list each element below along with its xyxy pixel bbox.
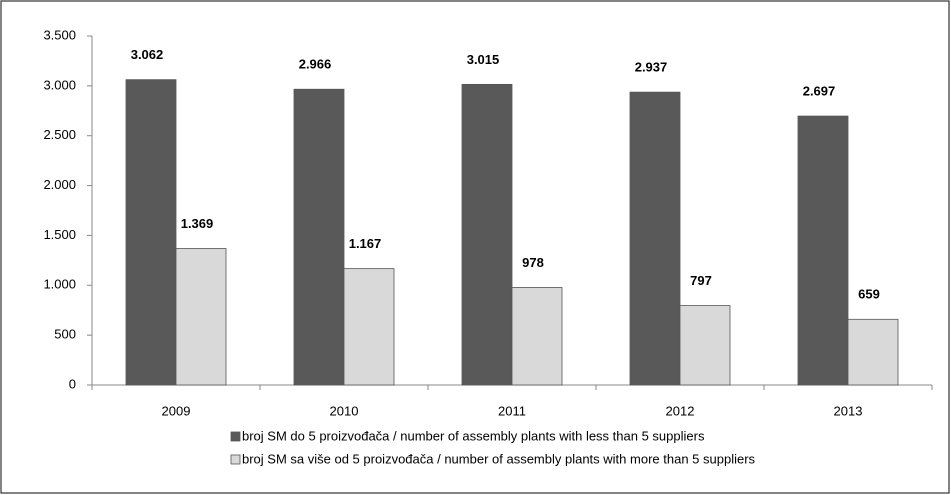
legend-swatch [230,454,241,465]
value-label: 978 [522,255,544,270]
x-tick-label: 2013 [834,403,863,418]
value-label: 2.966 [299,57,332,72]
x-tick-label: 2012 [666,403,695,418]
value-label: 797 [690,273,712,288]
y-tick-label: 0 [69,376,76,391]
y-tick-label: 500 [54,327,76,342]
bar [125,79,177,386]
bar [797,115,849,386]
y-tick-label: 1.000 [43,277,76,292]
legend-label: broj SM do 5 proizvođača / number of ass… [242,428,705,443]
bar [461,83,513,386]
value-label: 1.167 [349,236,382,251]
bar [847,318,899,386]
y-tick-label: 3.500 [43,27,76,42]
legend-label: broj SM sa više od 5 proizvođača / numbe… [242,451,756,466]
x-tick-label: 2011 [498,403,526,418]
y-tick-label: 2.000 [43,177,76,192]
value-label: 2.937 [635,60,668,75]
value-label: 3.015 [467,52,500,67]
value-label: 1.369 [181,216,214,231]
legend-swatch [230,431,241,442]
x-tick-label: 2010 [330,403,359,418]
y-tick-label: 1.500 [43,227,76,242]
bar [293,88,345,386]
y-tick-label: 2.500 [43,127,76,142]
bar [343,268,395,386]
value-label: 659 [858,287,880,302]
bar [511,287,563,386]
bar [679,305,731,386]
x-tick-label: 2009 [162,403,191,418]
bar [175,248,227,386]
value-label: 3.062 [131,47,164,62]
y-tick-label: 3.000 [43,77,76,92]
value-label: 2.697 [803,84,836,99]
bar [629,91,681,386]
